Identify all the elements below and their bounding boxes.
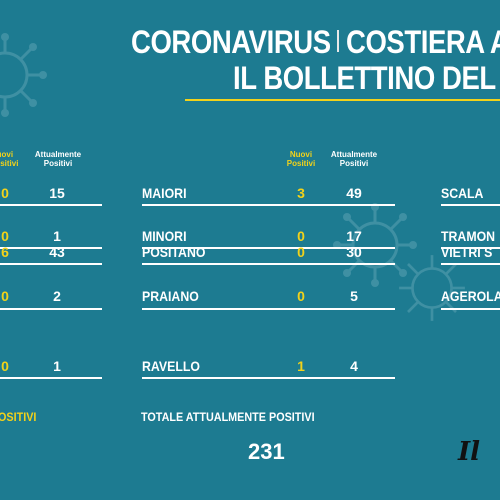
scala-rule	[441, 204, 500, 206]
vietri-rule	[441, 263, 500, 265]
left-row-3-new: 6	[1, 244, 9, 260]
left-row-5-current: 1	[53, 358, 61, 374]
town-minori: MINORI	[142, 228, 187, 244]
newspaper-logo: Il	[458, 437, 481, 467]
left-row-5-new: 0	[1, 358, 9, 374]
total-label: TOTALE ATTUALMENTE POSITIVI	[141, 410, 315, 424]
title-separator	[337, 30, 339, 52]
town-praiano: PRAIANO	[142, 288, 199, 304]
title-costiera: COSTIERA A	[346, 24, 500, 60]
praiano-rule	[142, 308, 395, 310]
positano-new: 0	[297, 244, 305, 260]
left-row-2-rule	[0, 247, 102, 249]
praiano-new: 0	[297, 288, 305, 304]
town-vietri: VIETRI S	[441, 244, 493, 260]
virus-illustration-middle	[333, 203, 417, 287]
tramonti-rule	[441, 247, 500, 249]
virus-illustration-right	[399, 255, 465, 321]
left-row-2-current: 1	[53, 228, 61, 244]
positano-rule	[142, 263, 395, 265]
maiori-new: 3	[297, 185, 305, 201]
town-maiori: MAIORI	[142, 185, 187, 201]
praiano-current: 5	[350, 288, 358, 304]
minori-new: 0	[297, 228, 305, 244]
left-row-1-current: 15	[49, 185, 65, 201]
left-row-4-rule	[0, 308, 102, 310]
left-row-3-current: 43	[49, 244, 65, 260]
maiori-rule	[142, 204, 395, 206]
town-agerola: AGEROLA	[441, 288, 500, 304]
town-positano: POSITANO	[142, 244, 206, 260]
left-row-3-rule	[0, 263, 102, 265]
minori-rule	[142, 247, 395, 249]
left-current-header: Attualmente Positivi	[34, 150, 82, 168]
left-new-header: Nuovi Positivi	[0, 150, 19, 168]
left-row-4-current: 2	[53, 288, 61, 304]
left-row-2-new: 0	[1, 228, 9, 244]
title-coronavirus: CORONAVIRUS	[131, 24, 331, 60]
town-ravello: RAVELLO	[142, 358, 200, 374]
left-row-1-new: 0	[1, 185, 9, 201]
total-value: 231	[248, 439, 285, 464]
ravello-rule	[142, 377, 395, 379]
title-underline	[185, 99, 500, 101]
ravello-new: 1	[297, 358, 305, 374]
left-row-5-rule	[0, 377, 102, 379]
title-bollettino: IL BOLLETTINO DEL	[233, 60, 496, 96]
left-total-label: OSITIVI	[0, 410, 37, 424]
town-scala: SCALA	[441, 185, 484, 201]
minori-current: 17	[346, 228, 362, 244]
ravello-current: 4	[350, 358, 358, 374]
maiori-current: 49	[346, 185, 362, 201]
agerola-rule	[441, 308, 500, 310]
left-row-4-new: 0	[1, 288, 9, 304]
town-tramonti: TRAMON	[441, 228, 496, 244]
middle-new-header: Nuovi Positivi	[286, 150, 316, 168]
middle-current-header: Attualmente Positivi	[330, 150, 378, 168]
left-row-1-rule	[0, 204, 102, 206]
positano-current: 30	[346, 244, 362, 260]
virus-illustration-left	[0, 33, 47, 117]
